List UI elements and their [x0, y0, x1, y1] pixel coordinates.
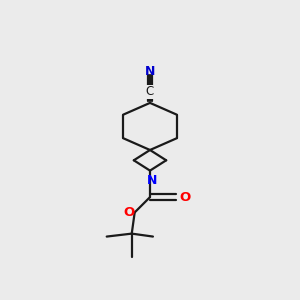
Text: N: N: [147, 174, 158, 187]
Text: N: N: [145, 65, 155, 78]
Text: C: C: [146, 85, 154, 98]
Text: O: O: [124, 206, 135, 219]
Text: O: O: [179, 190, 191, 204]
